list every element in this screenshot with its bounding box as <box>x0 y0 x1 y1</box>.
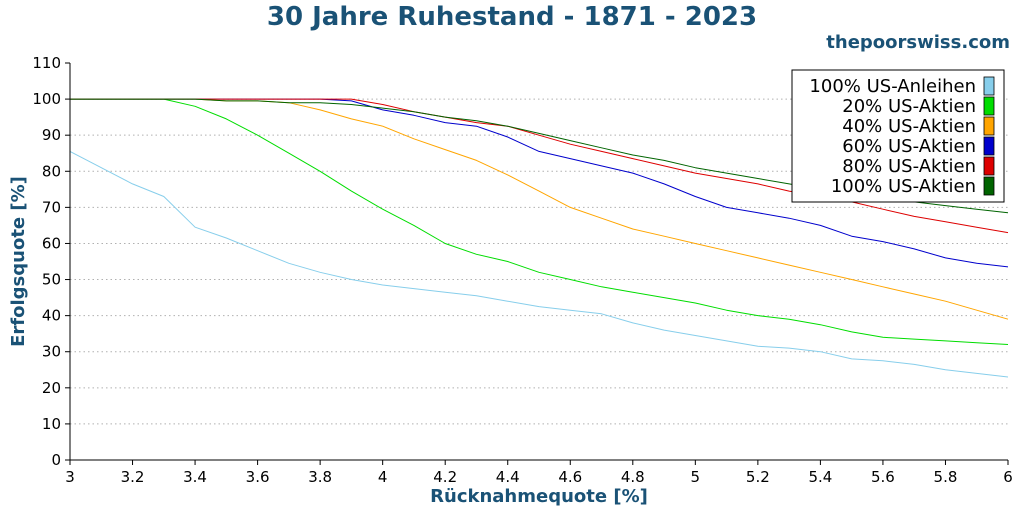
y-tick-label: 110 <box>32 54 61 72</box>
x-axis-label: Rücknahmequote [%] <box>430 486 648 507</box>
legend-label: 80% US-Aktien <box>842 156 976 177</box>
x-tick-label: 3.6 <box>246 468 270 486</box>
legend-label: 60% US-Aktien <box>842 136 976 157</box>
legend-swatch <box>983 96 995 116</box>
x-tick-label: 4 <box>378 468 388 486</box>
x-tick-label: 5.8 <box>934 468 958 486</box>
legend-swatch <box>983 156 995 176</box>
y-tick-label: 30 <box>42 343 61 361</box>
legend-label: 100% US-Aktien <box>831 176 976 197</box>
y-tick-label: 100 <box>32 90 61 108</box>
series-line-1 <box>69 150 1009 378</box>
legend-swatch <box>983 136 995 156</box>
axes <box>65 62 1009 465</box>
x-tick-label: 5.2 <box>746 468 770 486</box>
tick-labels: 0 10 20 30 40 50 60 70 80 90 100 110 3 3.2 3.4 3.6 3.8 4 4… <box>32 54 1012 486</box>
legend-swatch <box>983 116 995 136</box>
x-tick-label: 4.8 <box>621 468 645 486</box>
series-line-2 <box>70 98 1009 345</box>
x-tick-label: 4.4 <box>496 468 520 486</box>
legend-label: 20% US-Aktien <box>842 96 976 117</box>
x-tick-label: 6 <box>1003 468 1013 486</box>
y-tick-label: 90 <box>42 126 61 144</box>
website-label: thepoorswiss.com <box>826 32 1010 53</box>
legend-swatch <box>983 76 995 96</box>
y-tick-label: 20 <box>42 379 61 397</box>
x-tick-label: 5 <box>691 468 701 486</box>
legend-label: 100% US-Anleihen <box>809 76 976 97</box>
x-tick-label: 5.4 <box>808 468 832 486</box>
y-tick-label: 70 <box>42 198 61 216</box>
x-tick-label: 3 <box>65 468 75 486</box>
legend-label: 40% US-Aktien <box>842 116 976 137</box>
chart-title: 30 Jahre Ruhestand - 1871 - 2023 <box>266 2 758 32</box>
y-tick-label: 60 <box>42 234 61 252</box>
y-tick-label: 40 <box>42 307 61 325</box>
y-tick-label: 10 <box>42 415 61 433</box>
grid-lines <box>70 98 1008 425</box>
legend-box <box>791 69 1005 203</box>
x-tick-label: 3.4 <box>183 468 207 486</box>
x-tick-label: 4.6 <box>558 468 582 486</box>
y-tick-label: 50 <box>42 271 61 289</box>
y-tick-label: 80 <box>42 162 61 180</box>
y-axis-label: Erfolgsquote [%] <box>8 176 29 347</box>
x-tick-label: 3.2 <box>121 468 145 486</box>
x-tick-label: 4.2 <box>433 468 457 486</box>
legend-swatch <box>983 176 995 196</box>
x-tick-label: 3.8 <box>308 468 332 486</box>
x-tick-label: 5.6 <box>871 468 895 486</box>
y-tick-label: 0 <box>51 451 61 469</box>
